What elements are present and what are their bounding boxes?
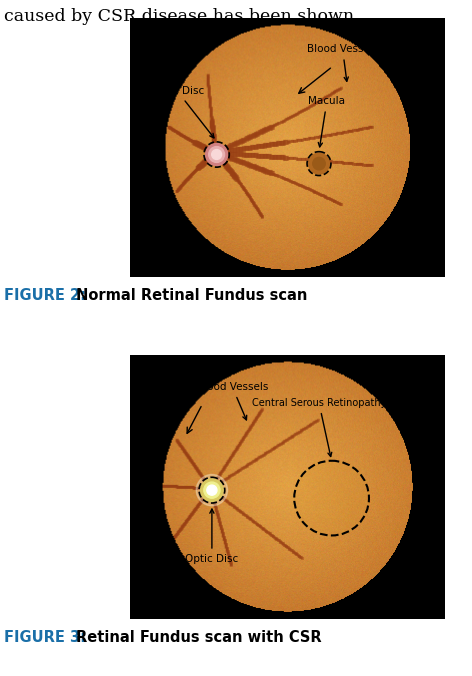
Circle shape xyxy=(204,482,220,498)
Text: caused by CSR disease has been shown.: caused by CSR disease has been shown. xyxy=(4,8,360,25)
Circle shape xyxy=(294,461,369,535)
Text: Optic Disc: Optic Disc xyxy=(151,86,214,138)
Text: Central Serous Retinopathy: Central Serous Retinopathy xyxy=(252,398,386,456)
Circle shape xyxy=(211,149,221,160)
Circle shape xyxy=(207,485,217,496)
Text: Retinal Fundus scan with CSR: Retinal Fundus scan with CSR xyxy=(76,630,321,645)
Circle shape xyxy=(206,143,228,166)
Text: Normal Retinal Fundus scan: Normal Retinal Fundus scan xyxy=(76,288,307,303)
Circle shape xyxy=(209,147,225,162)
Text: FIGURE 2:: FIGURE 2: xyxy=(4,288,91,303)
Text: Blood Vessels: Blood Vessels xyxy=(197,382,268,420)
Circle shape xyxy=(313,158,325,170)
Text: Blood Vessels: Blood Vessels xyxy=(307,45,379,81)
Text: Optic Disc: Optic Disc xyxy=(185,509,238,564)
Circle shape xyxy=(196,475,228,506)
Circle shape xyxy=(201,479,223,502)
Circle shape xyxy=(309,153,329,174)
Text: Macula: Macula xyxy=(308,97,346,147)
Text: FIGURE 3:: FIGURE 3: xyxy=(4,630,91,645)
